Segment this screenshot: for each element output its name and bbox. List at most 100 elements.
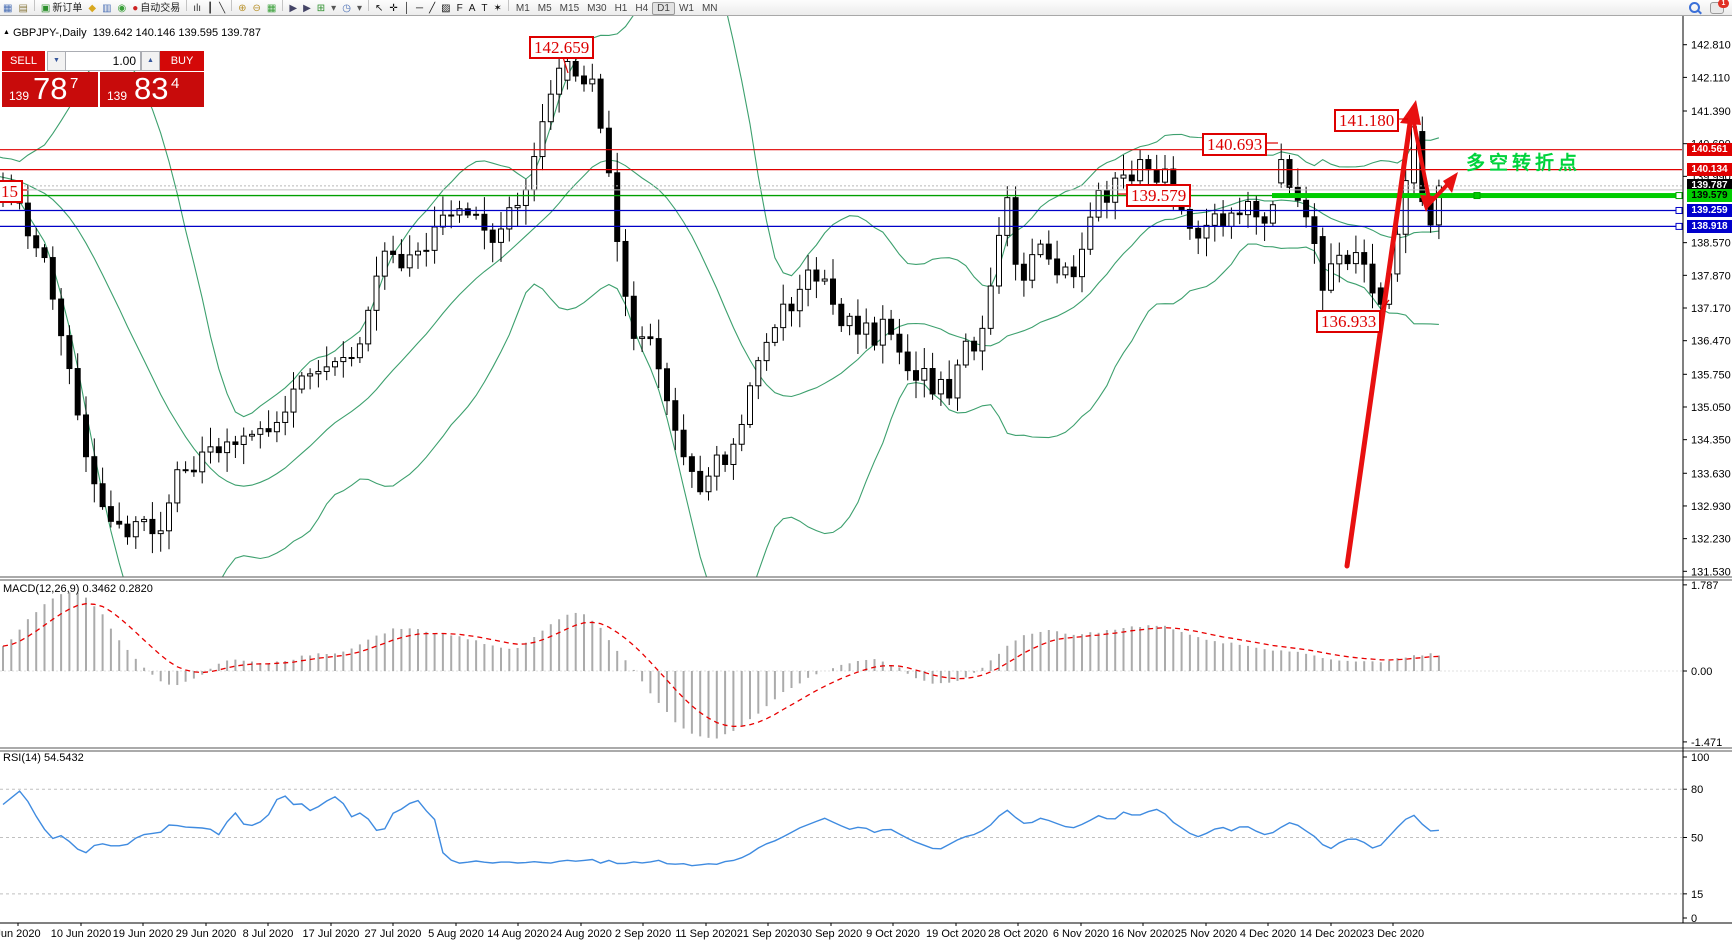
selection-handle[interactable] [1675, 192, 1683, 200]
cursor-icon[interactable]: ↖ [372, 1, 386, 16]
new-chart-icon[interactable]: ▦ [0, 1, 15, 16]
collapse-triangle-icon[interactable]: ▲ [3, 29, 10, 36]
template-dropdown-icon[interactable]: ▾ [354, 1, 365, 16]
toolbar-separator [186, 0, 188, 11]
new-order-button[interactable]: ▣ 新订单 [38, 1, 85, 16]
svg-text:15: 15 [1691, 889, 1703, 901]
svg-text:137.870: 137.870 [1691, 270, 1731, 282]
lot-decrease-button[interactable]: ▼ [47, 51, 66, 71]
svg-text:131.530: 131.530 [1691, 566, 1731, 578]
one-click-trading-widget: SELL ▼ ▲ BUY 139 78 7 139 83 4 [2, 51, 204, 107]
lot-size-input[interactable] [65, 51, 141, 71]
timeframe-button-m5[interactable]: M5 [537, 2, 552, 14]
sell-price-button[interactable]: 139 78 7 [2, 71, 98, 107]
bar-chart-icon[interactable]: ılı [190, 1, 204, 16]
timeframe-button-m15[interactable]: M15 [559, 2, 580, 14]
text-icon[interactable]: A [466, 1, 479, 16]
price-callout-142.659[interactable]: 142.659 [529, 36, 595, 59]
notifications-icon[interactable]: 1 [1710, 0, 1729, 14]
symbol-name: GBPJPY-,Daily [13, 27, 87, 39]
date-label: 19 Jun 2020 [113, 928, 174, 940]
auto-scroll-icon[interactable]: ▶ [286, 1, 300, 16]
tile-windows-icon: ▦ [266, 2, 277, 14]
toolbar-separator [33, 0, 35, 11]
add-indicator-icon[interactable]: ⊞ [314, 1, 328, 16]
sell-button[interactable]: SELL [2, 51, 45, 71]
zoom-out-icon[interactable]: ⊖ [250, 1, 264, 16]
date-label: 28 Oct 2020 [988, 928, 1048, 940]
timeframe-button-h4[interactable]: H4 [635, 2, 649, 14]
horizontal-line-icon: ─ [416, 2, 424, 14]
date-label: 4 Dec 2020 [1240, 928, 1296, 940]
vertical-line-icon[interactable]: │ [401, 1, 413, 16]
buy-price-button[interactable]: 139 83 4 [100, 71, 204, 107]
chart-search-icon[interactable]: ▤ [15, 1, 30, 16]
buy-price-big: 83 [134, 71, 169, 106]
date-label: 24 Aug 2020 [550, 928, 612, 940]
date-label: 2 Sep 2020 [615, 928, 671, 940]
ohlc-close: 139.787 [221, 27, 261, 39]
price-callout-15[interactable]: 15 [0, 180, 23, 203]
svg-text:133.630: 133.630 [1691, 468, 1731, 480]
channel-icon[interactable]: ▨ [438, 1, 453, 16]
history-center-icon[interactable]: ◆ [85, 1, 99, 16]
selection-handle[interactable] [1675, 222, 1683, 230]
autotrading-button-label: 自动交易 [140, 2, 181, 14]
timeframe-button-mn[interactable]: MN [701, 2, 718, 14]
price-callout-136.933[interactable]: 136.933 [1316, 310, 1382, 333]
trendline-icon[interactable]: ╱ [426, 1, 438, 16]
rsi-label: RSI(14) 54.5432 [3, 752, 84, 764]
trendline-icon: ╱ [429, 2, 436, 14]
zoom-in-icon[interactable]: ⊕ [235, 1, 249, 16]
fibonacci-icon[interactable]: F [454, 1, 466, 16]
new-order-button: ▣ [40, 2, 51, 14]
svg-text:137.170: 137.170 [1691, 303, 1731, 315]
tile-windows-icon[interactable]: ▦ [264, 1, 279, 16]
timeframe-button-h1[interactable]: H1 [614, 2, 628, 14]
svg-text:136.470: 136.470 [1691, 336, 1731, 348]
buy-button[interactable]: BUY [160, 51, 204, 71]
timeframe-button-d1[interactable]: D1 [652, 1, 675, 15]
chart-shift-icon: ▶ [303, 2, 311, 14]
chinese-note-text[interactable]: 多空转折点 [1466, 153, 1582, 174]
vertical-line-icon: │ [403, 2, 410, 14]
search-icon[interactable] [1689, 2, 1700, 13]
candlestick-chart-icon: ┃ [207, 2, 214, 14]
terminal-icon[interactable]: ▥ [99, 1, 114, 16]
lot-increase-button[interactable]: ▲ [141, 51, 160, 71]
selection-handle[interactable] [1675, 206, 1683, 214]
signals-icon[interactable]: ◉ [115, 1, 130, 16]
dropdown-icon[interactable]: ▾ [328, 1, 339, 16]
timeframe-button-w1[interactable]: W1 [678, 2, 694, 14]
timeframe-button-m30[interactable]: M30 [587, 2, 607, 14]
crosshair-icon: ✛ [389, 2, 398, 14]
channel-icon: ▨ [441, 2, 451, 14]
line-chart-icon[interactable]: ╲ [216, 1, 228, 16]
label-icon: T [481, 2, 488, 14]
autotrading-button: ● [132, 2, 139, 14]
period-clock-icon[interactable]: ◷ [339, 1, 354, 16]
autotrading-button[interactable]: ● 自动交易 [129, 1, 183, 16]
candlestick-chart-icon[interactable]: ┃ [204, 1, 216, 16]
arrows-icon[interactable]: ✶ [490, 1, 504, 16]
selection-handle[interactable] [1473, 192, 1481, 200]
crosshair-icon[interactable]: ✛ [386, 1, 400, 16]
price-callout-139.579[interactable]: 139.579 [1126, 184, 1192, 207]
svg-text:138.570: 138.570 [1691, 238, 1731, 250]
price-callout-141.180[interactable]: 141.180 [1334, 109, 1400, 132]
chart-shift-icon[interactable]: ▶ [300, 1, 314, 16]
macd-panel [0, 592, 1682, 739]
toolbar-separator [231, 0, 233, 11]
toolbar-items: ▦ ▤ ▣ 新订单 ◆ ▥ ◉ ● 自动交易 ılı ┃ ╲ ⊕ ⊖ ▦ ▶ ▶ ⊞ ▾ ◷ ▾ ↖ ✛ │ ─ ╱ ▨ F A T ✶ M1… [0, 0, 722, 16]
red-zigzag-arrow[interactable] [1344, 100, 1458, 569]
label-icon[interactable]: T [478, 1, 490, 16]
terminal-icon: ▥ [102, 2, 112, 14]
price-callout-140.693[interactable]: 140.693 [1202, 133, 1268, 156]
svg-text:134.350: 134.350 [1691, 435, 1731, 447]
horizontal-line-icon[interactable]: ─ [413, 1, 426, 16]
candlesticks [0, 51, 1442, 554]
svg-text:50: 50 [1691, 833, 1703, 845]
timeframe-button-m1[interactable]: M1 [515, 2, 530, 14]
